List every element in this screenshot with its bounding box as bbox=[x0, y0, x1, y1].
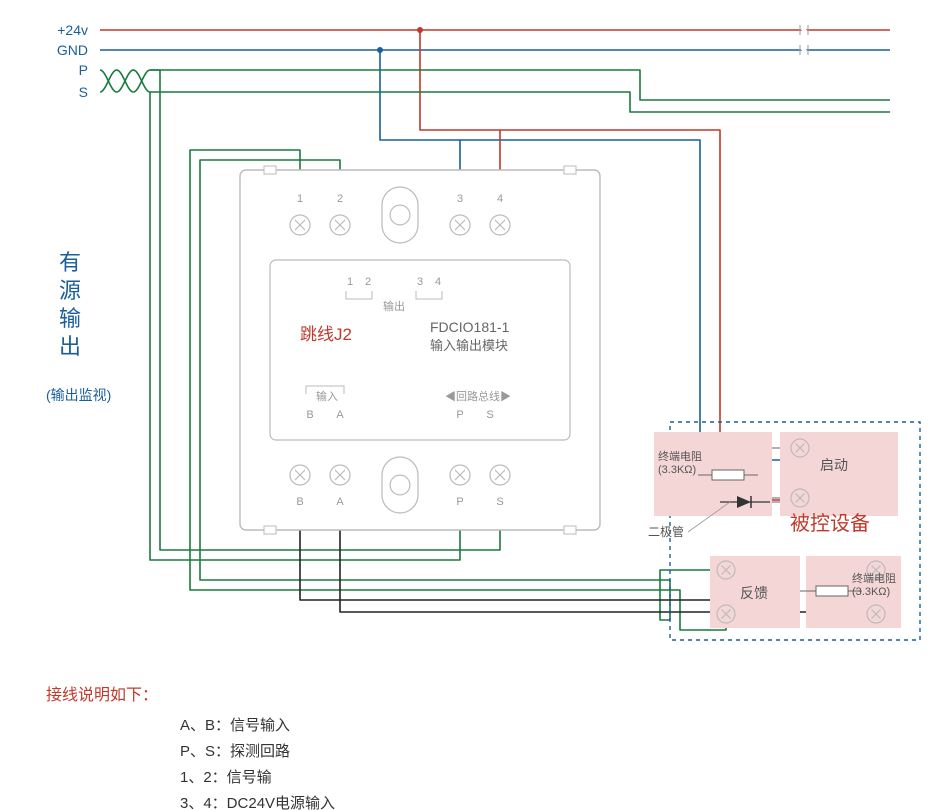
terminal-S-label: S bbox=[496, 496, 503, 508]
svg-text:输入: 输入 bbox=[316, 389, 338, 403]
terminal-4-label: 4 bbox=[497, 193, 503, 205]
svg-text:B: B bbox=[306, 409, 313, 421]
rail-gnd-label: GND bbox=[57, 42, 88, 58]
mode-subtitle: (输出监视) bbox=[46, 387, 111, 403]
feedback-label: 反馈 bbox=[740, 585, 768, 601]
legend-line: A、B：信号输入 bbox=[180, 717, 290, 734]
terminal-A-label: A bbox=[336, 496, 344, 508]
mode-title-line: 输 bbox=[59, 306, 81, 331]
module-desc: 输入输出模块 bbox=[430, 338, 508, 353]
svg-text:1: 1 bbox=[347, 276, 353, 288]
terminal-3-label: 3 bbox=[457, 193, 463, 205]
legend-line: P、S：探测回路 bbox=[180, 743, 290, 760]
module-model: FDCIO181-1 bbox=[430, 319, 510, 335]
terminal-1-label: 1 bbox=[297, 193, 303, 205]
svg-text:3: 3 bbox=[417, 276, 423, 288]
legend-title: 接线说明如下： bbox=[46, 686, 158, 704]
wiring-diagram: +24vGNDPS 1234BAPS1234输出跳线J2FDCIO181-1输入… bbox=[0, 0, 950, 810]
terminal-2-label: 2 bbox=[337, 193, 343, 205]
rail-s-label: S bbox=[79, 84, 88, 100]
svg-text:S: S bbox=[486, 409, 493, 421]
svg-text:(3.3KΩ): (3.3KΩ) bbox=[852, 586, 890, 598]
svg-text:(3.3KΩ): (3.3KΩ) bbox=[658, 464, 696, 476]
svg-text:◀回路总线▶: ◀回路总线▶ bbox=[445, 389, 511, 403]
svg-text:A: A bbox=[336, 409, 344, 421]
terminal-B-label: B bbox=[296, 496, 303, 508]
legend-line: 3、4：DC24V电源输入 bbox=[180, 795, 335, 810]
start-label: 启动 bbox=[820, 457, 848, 473]
module-outline bbox=[240, 170, 600, 530]
rail-24v-label: +24v bbox=[57, 22, 88, 38]
mode-title-line: 有 bbox=[59, 250, 81, 275]
legend-line: 1、2：信号输 bbox=[180, 769, 272, 786]
mode-title-line: 出 bbox=[59, 334, 81, 359]
svg-text:输出: 输出 bbox=[383, 299, 405, 313]
resistor-1-label: 终端电阻 bbox=[658, 449, 702, 463]
svg-text:4: 4 bbox=[435, 276, 441, 288]
rail-p-label: P bbox=[79, 62, 88, 78]
device-title: 被控设备 bbox=[790, 512, 870, 535]
mode-title-line: 源 bbox=[59, 278, 81, 303]
terminal-P-label: P bbox=[456, 496, 463, 508]
svg-text:2: 2 bbox=[365, 276, 371, 288]
resistor-2-label: 终端电阻 bbox=[852, 571, 896, 585]
jumper-j2-label: 跳线J2 bbox=[300, 325, 352, 344]
svg-text:P: P bbox=[456, 409, 463, 421]
diode-label: 二极管 bbox=[648, 524, 684, 539]
